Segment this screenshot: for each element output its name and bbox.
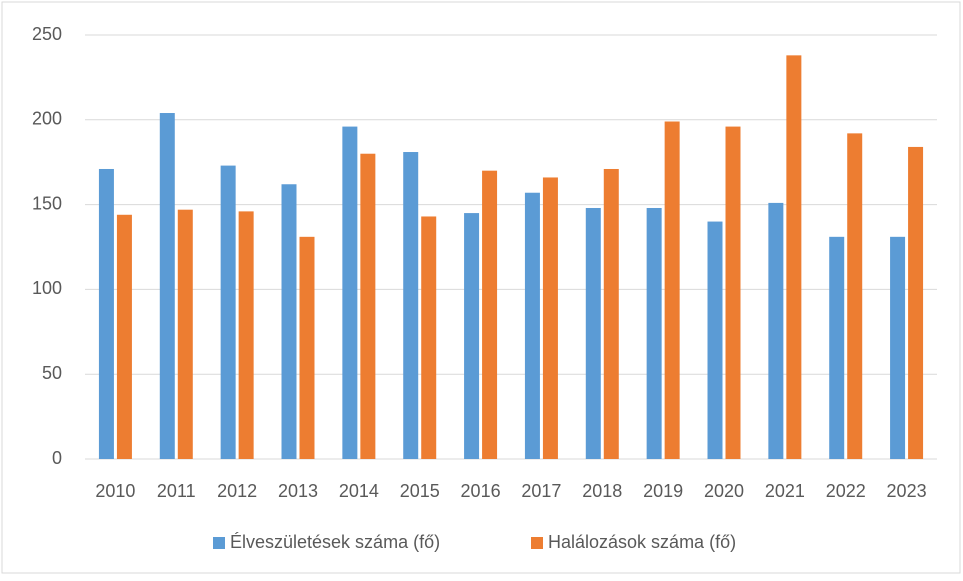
bar — [542, 177, 558, 460]
bar — [768, 202, 784, 460]
bar — [585, 207, 601, 459]
y-tick-label: 100 — [32, 278, 62, 298]
x-tick-label: 2016 — [461, 481, 501, 501]
bar — [847, 133, 863, 460]
x-tick-label: 2022 — [826, 481, 866, 501]
x-tick-label: 2015 — [400, 481, 440, 501]
legend-swatch — [213, 537, 225, 549]
bar — [177, 209, 193, 459]
bar — [281, 184, 297, 460]
bar — [238, 211, 254, 459]
bar — [98, 168, 114, 459]
bar — [646, 207, 662, 459]
x-tick-label: 2012 — [217, 481, 257, 501]
x-tick-label: 2011 — [157, 481, 196, 501]
legend-label: Élveszületések száma (fő) — [230, 532, 440, 552]
bar — [116, 214, 132, 459]
bar — [464, 213, 480, 459]
x-tick-label: 2018 — [582, 481, 622, 501]
legend-label: Halálozások száma (fő) — [548, 532, 736, 552]
bar — [342, 126, 358, 460]
bar — [890, 236, 906, 459]
bar — [908, 146, 924, 459]
bar — [220, 165, 236, 460]
bar — [299, 236, 315, 459]
bar — [159, 113, 175, 460]
y-tick-label: 150 — [32, 193, 62, 213]
bar — [664, 121, 680, 459]
bar — [829, 236, 845, 459]
bar — [786, 55, 802, 460]
x-tick-label: 2019 — [643, 481, 683, 501]
bar — [524, 192, 540, 459]
legend-swatch — [531, 537, 543, 549]
y-tick-label: 0 — [52, 448, 62, 468]
y-tick-label: 200 — [32, 109, 62, 129]
x-tick-label: 2010 — [95, 481, 135, 501]
x-tick-label: 2023 — [887, 481, 927, 501]
x-tick-label: 2020 — [704, 481, 744, 501]
bar — [360, 153, 376, 459]
bar — [482, 170, 498, 459]
bar — [707, 221, 723, 459]
x-tick-label: 2014 — [339, 481, 379, 501]
x-tick-label: 2017 — [521, 481, 561, 501]
bar — [421, 216, 437, 459]
x-tick-label: 2021 — [765, 481, 805, 501]
y-tick-label: 250 — [32, 24, 62, 44]
x-tick-label: 2013 — [278, 481, 318, 501]
bar — [403, 152, 419, 460]
bar — [603, 168, 619, 459]
y-tick-label: 50 — [42, 363, 62, 383]
bar — [725, 126, 741, 460]
